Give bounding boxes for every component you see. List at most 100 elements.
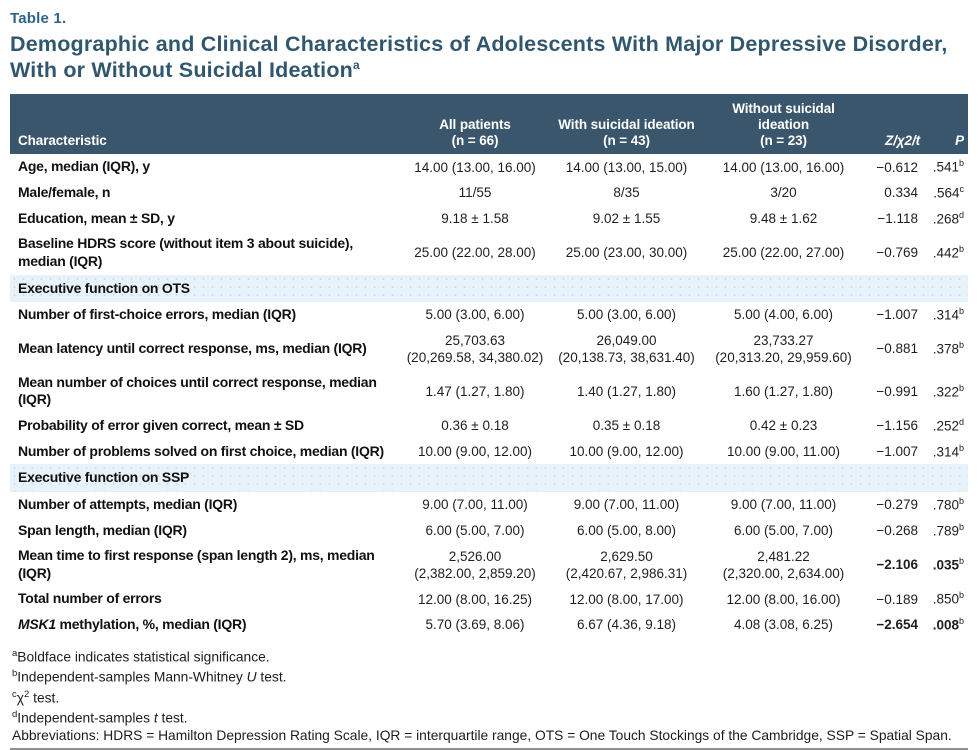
cell-all-patients: 6.00 (5.00, 7.00) (425, 522, 525, 538)
cell-p-value: .442b (932, 244, 964, 261)
cell-z-statistic: −2.106 (876, 557, 918, 573)
cell-all-patients: 25.00 (22.00, 28.00) (414, 245, 536, 261)
row-label: Education, mean ± SD, y (18, 209, 175, 226)
cell-z-statistic: −0.881 (876, 341, 918, 357)
cell-p-value: .780b (932, 495, 964, 513)
table-row: Number of problems solved on first choic… (10, 439, 968, 465)
cell-with-suicidal-ideation: 1.40 (1.27, 1.80) (576, 383, 677, 399)
cell-p-value: .314b (932, 306, 964, 323)
cell-all-patients: 5.70 (3.69, 8.06) (425, 617, 525, 633)
cell-p-value: .541b (932, 158, 964, 175)
section-label: Executive function on SSP (10, 464, 968, 492)
cell-with-suicidal-ideation: 0.35 ± 0.18 (592, 418, 661, 434)
cell-without-suicidal-ideation: 9.00 (7.00, 11.00) (730, 497, 837, 513)
cell-without-suicidal-ideation: 12.00 (8.00, 16.00) (726, 591, 841, 607)
row-label: Number of first-choice errors, median (I… (18, 306, 296, 323)
cell-p-value: .314b (932, 442, 964, 460)
cell-with-suicidal-ideation: 2,629.50 (2,420.67, 2,986.31) (565, 548, 688, 581)
row-label: Mean number of choices until correct res… (18, 373, 377, 408)
title-text: Demographic and Clinical Characteristics… (10, 32, 948, 83)
cell-with-suicidal-ideation: 14.00 (13.00, 15.00) (565, 159, 688, 175)
col-header-5: P (924, 94, 968, 155)
table-body: Age, median (IQR), y 14.00 (13.00, 16.00)… (10, 154, 968, 637)
footnote: bIndependent-samples Mann-Whitney U test… (12, 668, 287, 685)
cell-without-suicidal-ideation: 23,733.27 (20,313.20, 29,959.60) (715, 332, 852, 365)
table-row: Number of attempts, median (IQR) 9.00 (7.… (10, 492, 968, 518)
cell-without-suicidal-ideation: 6.00 (5.00, 7.00) (733, 522, 834, 538)
cell-all-patients: 12.00 (8.00, 16.25) (417, 591, 533, 607)
row-label: Number of attempts, median (IQR) (18, 495, 238, 512)
cell-z-statistic: 0.334 (884, 185, 918, 201)
footnote: cχ2 test. (12, 688, 60, 706)
section-row: Executive function on OTS (10, 274, 968, 303)
cell-p-value: .252d (932, 417, 964, 434)
table-row: Baseline HDRS score (without item 3 abou… (10, 231, 968, 274)
cell-without-suicidal-ideation: 2,481.22 (2,320.00, 2,634.00) (722, 548, 845, 581)
cell-all-patients: 0.36 ± 0.18 (441, 418, 509, 434)
section-row: Executive function on SSP (10, 464, 968, 492)
cell-z-statistic: −0.189 (876, 591, 918, 607)
characteristics-table: Characteristic All patients (n = 66) With … (10, 94, 968, 637)
cell-all-patients: 9.00 (7.00, 11.00) (422, 497, 528, 513)
cell-p-value: .564c (933, 184, 964, 201)
cell-z-statistic: −1.007 (876, 307, 918, 323)
table-row: Mean time to first response (span length… (10, 543, 968, 586)
col-header-2: With suicidal ideation (n = 43) (548, 94, 705, 155)
table-number-label: Table 1. (10, 10, 67, 27)
table-row: Span length, median (IQR) 6.00 (5.00, 7.0… (10, 518, 968, 544)
cell-p-value: .850b (932, 590, 964, 607)
table-header: Characteristic All patients (n = 66) With … (10, 94, 968, 155)
col-header-4: Z/χ2/t (862, 94, 924, 155)
cell-all-patients: 10.00 (9.00, 12.00) (417, 443, 533, 459)
section-label: Executive function on OTS (10, 274, 968, 303)
table-row: Male/female, n 11/55 8/35 3/20 0.334 .564c (10, 180, 968, 206)
cell-without-suicidal-ideation: 1.60 (1.27, 1.80) (733, 383, 834, 399)
cell-without-suicidal-ideation: 5.00 (4.00, 6.00) (733, 307, 834, 323)
cell-without-suicidal-ideation: 14.00 (13.00, 16.00) (722, 159, 845, 175)
cell-p-value: .789b (932, 521, 964, 539)
cell-without-suicidal-ideation: 9.48 ± 1.62 (749, 210, 818, 226)
cell-with-suicidal-ideation: 12.00 (8.00, 17.00) (569, 591, 684, 607)
cell-all-patients: 9.18 ± 1.58 (441, 210, 509, 226)
table-row: Mean latency until correct response, ms,… (10, 328, 968, 370)
cell-without-suicidal-ideation: 3/20 (770, 185, 797, 201)
footnotes: aBoldface indicates statistical signific… (12, 645, 968, 744)
cell-without-suicidal-ideation: 10.00 (9.00, 11.00) (726, 443, 841, 459)
cell-with-suicidal-ideation: 8/35 (613, 185, 640, 201)
row-label: Baseline HDRS score (without item 3 abou… (18, 235, 353, 269)
table-row: Total number of errors 12.00 (8.00, 16.25… (10, 586, 968, 612)
cell-p-value: .268d (932, 209, 964, 227)
footnote: dIndependent-samples t test. (12, 709, 188, 727)
page-title: Demographic and Clinical Characteristics… (10, 31, 968, 83)
table-row: Probability of error given correct, mean… (10, 413, 968, 439)
cell-p-value: .035b (932, 556, 964, 573)
table-row: Age, median (IQR), y 14.00 (13.00, 16.00)… (10, 154, 968, 180)
row-label: Probability of error given correct, mean… (18, 417, 304, 434)
footnote: aBoldface indicates statistical signific… (12, 647, 270, 665)
cell-p-value: .008b (932, 616, 964, 633)
table-row: Number of first-choice errors, median (I… (10, 302, 968, 328)
cell-z-statistic: −1.007 (876, 443, 918, 459)
cell-without-suicidal-ideation: 0.42 ± 0.23 (749, 418, 818, 434)
cell-with-suicidal-ideation: 5.00 (3.00, 6.00) (576, 307, 677, 323)
cell-z-statistic: −0.268 (876, 522, 918, 538)
cell-all-patients: 5.00 (3.00, 6.00) (425, 307, 525, 323)
col-header-0: Characteristic (10, 94, 402, 155)
cell-all-patients: 1.47 (1.27, 1.80) (425, 383, 525, 399)
col-header-1: All patients (n = 66) (402, 94, 548, 155)
cell-with-suicidal-ideation: 9.00 (7.00, 11.00) (573, 497, 680, 513)
title-footnote-marker: a (353, 58, 360, 73)
col-header-3: Without suicidal ideation (n = 23) (705, 94, 862, 155)
row-label: MSK1 methylation, %, median (IQR) (18, 616, 247, 633)
cell-without-suicidal-ideation: 4.08 (3.08, 6.25) (733, 617, 834, 633)
cell-all-patients: 14.00 (13.00, 16.00) (414, 159, 536, 175)
row-label: Age, median (IQR), y (18, 158, 150, 175)
cell-p-value: .322b (932, 382, 964, 400)
cell-z-statistic: −0.279 (876, 497, 918, 513)
row-label: Male/female, n (18, 184, 111, 201)
cell-z-statistic: −0.769 (876, 245, 918, 261)
cell-without-suicidal-ideation: 25.00 (22.00, 27.00) (722, 245, 845, 261)
footnote: Abbreviations: HDRS = Hamilton Depressio… (12, 728, 952, 744)
cell-with-suicidal-ideation: 9.02 ± 1.55 (592, 210, 661, 226)
